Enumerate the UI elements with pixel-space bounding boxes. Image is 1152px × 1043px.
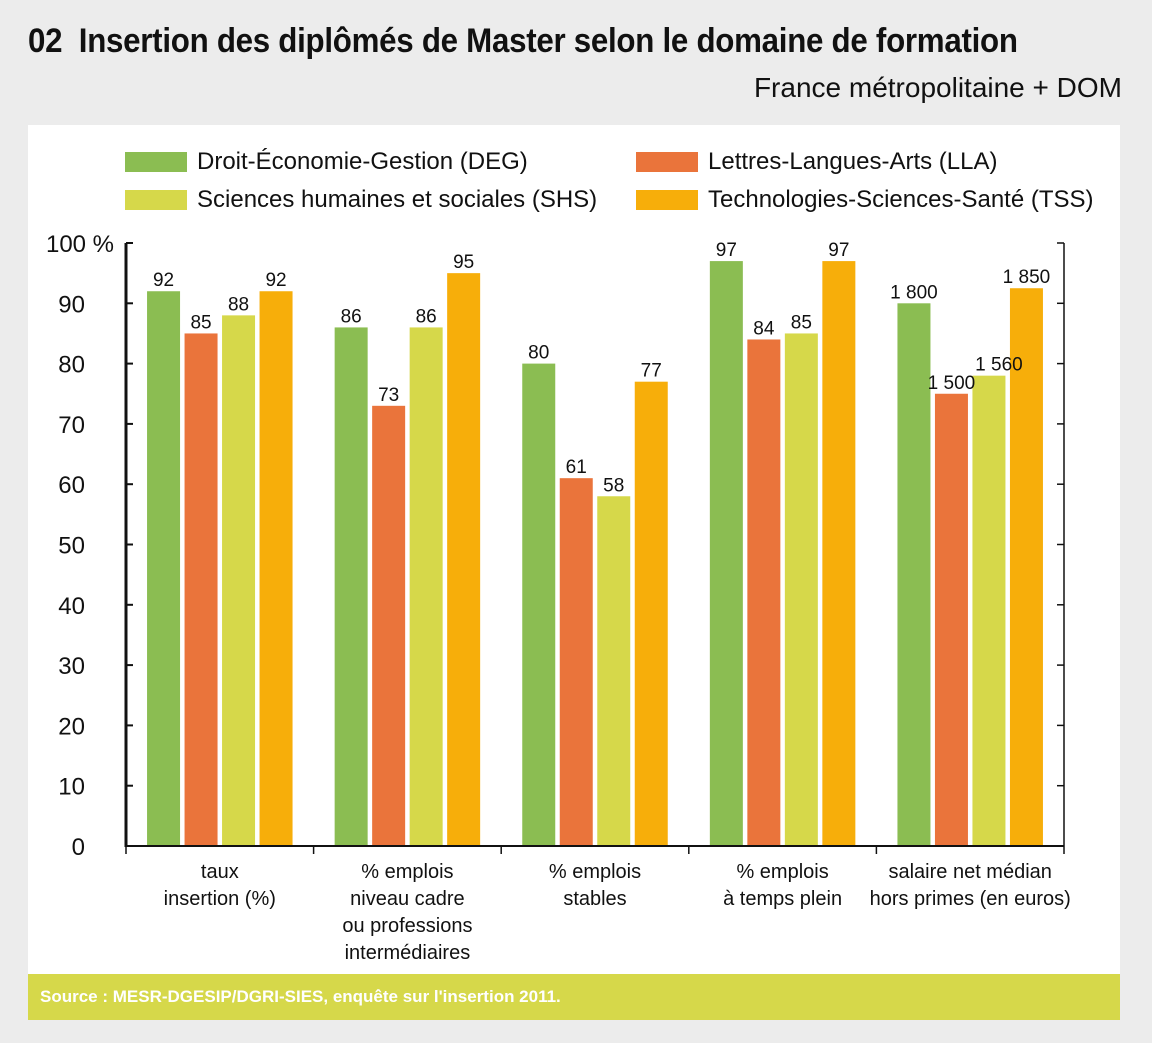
y-tick-label-30: 30 [58, 653, 85, 680]
category-label-4-line-2: à temps plein [723, 888, 842, 910]
legend-label-lla: Lettres-Langues-Arts (LLA) [708, 148, 998, 175]
value-label-tss-3: 77 [641, 361, 662, 382]
bar-deg-5 [897, 303, 931, 846]
page-subtitle: France métropolitaine + DOM [753, 72, 1122, 103]
y-tick-label-20: 20 [58, 713, 85, 740]
bar-lla-4 [747, 339, 781, 846]
value-label-tss-2: 95 [453, 252, 474, 273]
bar-shs-4 [784, 333, 818, 846]
legend-swatch-deg [125, 152, 187, 172]
bar-shs-1 [222, 315, 256, 846]
category-label-2-line-2: niveau cadre [350, 888, 465, 910]
source-bar: Source : MESR-DGESIP/DGRI-SIES, enquête … [28, 974, 1120, 1020]
legend-swatch-tss [636, 190, 698, 210]
y-tick-label-60: 60 [58, 472, 85, 499]
bar-shs-3 [597, 496, 631, 846]
source-text: Source : MESR-DGESIP/DGRI-SIES, enquête … [40, 987, 561, 1006]
bar-deg-4 [709, 261, 743, 847]
value-label-lla-4: 84 [753, 318, 775, 339]
category-label-3-line-1: % emplois [549, 861, 641, 883]
value-label-shs-4: 85 [791, 312, 812, 333]
y-tick-label-90: 90 [58, 291, 85, 318]
value-label-tss-1: 92 [265, 270, 286, 291]
y-tick-label-80: 80 [58, 352, 85, 379]
category-label-1-line-2: insertion (%) [164, 888, 276, 910]
bar-lla-3 [559, 478, 593, 846]
bar-tss-5 [1009, 288, 1043, 847]
category-label-2-line-3: ou professions [342, 915, 472, 937]
bar-tss-4 [822, 261, 856, 847]
y-tick-label-40: 40 [58, 593, 85, 620]
y-tick-label-50: 50 [58, 533, 85, 560]
bar-tss-1 [259, 291, 293, 846]
category-label-1-line-1: taux [201, 861, 239, 883]
bar-shs-5 [972, 375, 1006, 846]
figure-number: 02 [28, 22, 63, 60]
value-label-tss-5: 1 850 [1003, 267, 1051, 288]
category-label-4-line-1: % emplois [736, 861, 828, 883]
bars-layer [147, 261, 1043, 847]
value-label-shs-1: 88 [228, 294, 249, 315]
bar-chart: 92 85 88 92 86 73 86 95 80 61 58 77 97 84 85 97 1 800 1 5… [46, 231, 1071, 964]
axis-layer [124, 242, 1065, 854]
bar-lla-1 [184, 333, 218, 846]
y-tick-label-0: 0 [72, 834, 85, 861]
value-label-shs-3: 58 [603, 475, 624, 496]
bar-tss-2 [447, 273, 481, 846]
bar-deg-2 [334, 327, 368, 846]
value-label-lla-3: 61 [566, 457, 587, 478]
y-tick-label-70: 70 [58, 412, 85, 439]
category-label-2-line-4: intermédiaires [345, 942, 471, 964]
value-label-tss-4: 97 [828, 240, 849, 261]
bar-deg-3 [522, 363, 556, 846]
value-label-deg-1: 92 [153, 270, 174, 291]
value-label-deg-2: 86 [341, 306, 362, 327]
category-label-3-line-2: stables [563, 888, 626, 910]
value-label-lla-5: 1 500 [928, 373, 976, 394]
value-label-shs-2: 86 [416, 306, 437, 327]
value-label-deg-4: 97 [716, 240, 737, 261]
bar-tss-3 [634, 381, 668, 846]
bar-shs-2 [409, 327, 443, 846]
labels-layer: 92 85 88 92 86 73 86 95 80 61 58 77 97 84 85 97 1 800 1 5… [46, 231, 1071, 964]
value-label-lla-1: 85 [190, 312, 211, 333]
value-label-deg-5: 1 800 [890, 282, 938, 303]
bar-lla-5 [934, 393, 968, 846]
figure-title: Insertion des diplômés de Master selon l… [78, 22, 1018, 60]
value-label-lla-2: 73 [378, 385, 399, 406]
chart-panel: Droit-Économie-Gestion (DEG) Lettres-Lan… [28, 125, 1120, 974]
page-title: 02 Insertion des diplômés de Master selon… [28, 22, 1018, 61]
category-label-5-line-1: salaire net médian [888, 861, 1051, 883]
bar-lla-2 [372, 405, 406, 846]
category-label-5-line-2: hors primes (en euros) [870, 888, 1071, 910]
bar-deg-1 [147, 291, 181, 846]
legend-label-shs: Sciences humaines et sociales (SHS) [197, 186, 598, 213]
category-label-2-line-1: % emplois [361, 861, 453, 883]
value-label-deg-3: 80 [528, 343, 549, 364]
legend-label-deg: Droit-Économie-Gestion (DEG) [197, 148, 528, 175]
y-tick-label-10: 10 [58, 774, 85, 801]
legend-swatch-lla [636, 152, 698, 172]
legend-label-tss: Technologies-Sciences-Santé (TSS) [708, 186, 1094, 213]
legend-swatch-shs [125, 190, 187, 210]
y-tick-label-100: 100 % [46, 231, 114, 258]
value-label-shs-5: 1 560 [975, 355, 1023, 376]
